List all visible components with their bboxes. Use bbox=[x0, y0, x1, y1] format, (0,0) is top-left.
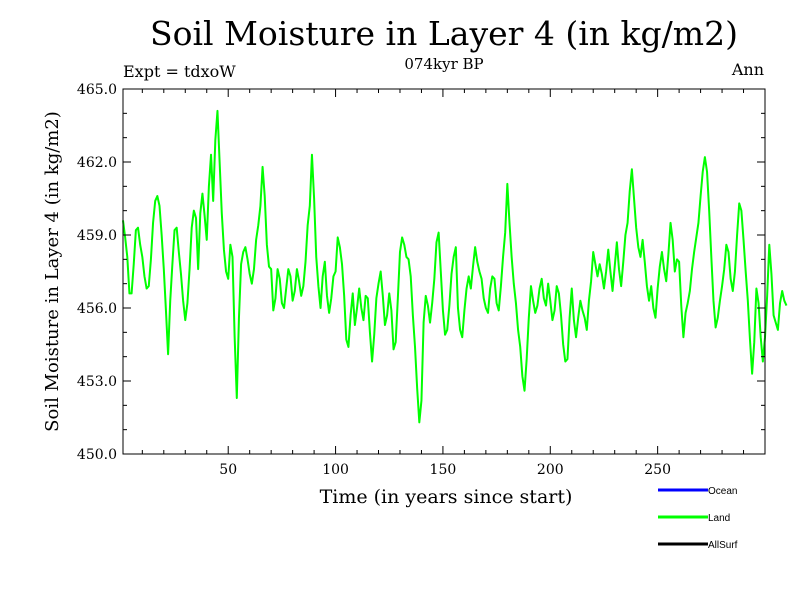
x-tick-label: 250 bbox=[644, 462, 671, 478]
season-label: Ann bbox=[731, 60, 764, 79]
y-tick-label: 450.0 bbox=[77, 447, 117, 463]
y-tick-label: 462.0 bbox=[77, 155, 117, 171]
x-axis-label: Time (in years since start) bbox=[320, 486, 573, 508]
legend-label-land: Land bbox=[708, 513, 730, 524]
x-tick-label: 50 bbox=[219, 462, 237, 478]
legend-label-allsurf: AllSurf bbox=[708, 540, 738, 551]
plot-frame bbox=[122, 88, 766, 455]
x-tick-label: 200 bbox=[537, 462, 564, 478]
expt-label: Expt = tdxoW bbox=[123, 62, 236, 81]
y-tick-label: 465.0 bbox=[77, 82, 117, 98]
y-tick-label: 459.0 bbox=[77, 228, 117, 244]
chart-subtitle: 074kyr BP bbox=[404, 55, 484, 73]
chart-title: Soil Moisture in Layer 4 (in kg/m2) bbox=[150, 14, 738, 53]
series-line-land bbox=[122, 109, 788, 424]
y-tick-label: 456.0 bbox=[77, 301, 117, 317]
y-axis-label: Soil Moisture in Layer 4 (in kg/m2) bbox=[42, 111, 63, 432]
x-tick-label: 150 bbox=[430, 462, 457, 478]
x-tick-label: 100 bbox=[322, 462, 349, 478]
legend-label-ocean: Ocean bbox=[708, 486, 737, 497]
y-tick-label: 453.0 bbox=[77, 374, 117, 390]
